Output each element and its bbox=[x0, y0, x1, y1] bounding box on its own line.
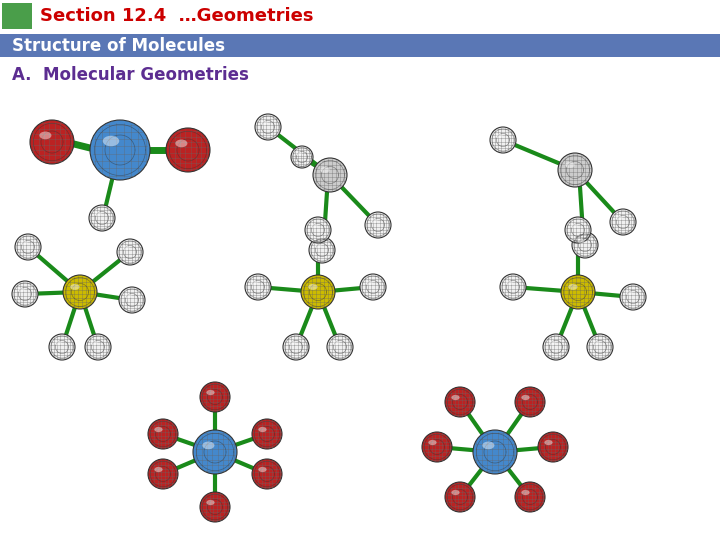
Ellipse shape bbox=[261, 121, 268, 125]
Circle shape bbox=[148, 419, 178, 449]
Circle shape bbox=[283, 334, 309, 360]
Circle shape bbox=[515, 387, 545, 417]
Circle shape bbox=[538, 432, 568, 462]
Ellipse shape bbox=[495, 134, 503, 138]
Ellipse shape bbox=[371, 219, 378, 224]
Ellipse shape bbox=[258, 467, 266, 472]
Ellipse shape bbox=[451, 490, 459, 495]
Ellipse shape bbox=[544, 440, 553, 445]
Circle shape bbox=[365, 212, 391, 238]
Ellipse shape bbox=[593, 341, 600, 346]
Circle shape bbox=[445, 387, 475, 417]
Ellipse shape bbox=[333, 341, 340, 346]
Ellipse shape bbox=[55, 341, 62, 346]
Ellipse shape bbox=[176, 139, 187, 147]
Circle shape bbox=[422, 432, 452, 462]
Circle shape bbox=[89, 205, 115, 231]
Circle shape bbox=[90, 120, 150, 180]
Text: Section 12.4  …Geometries: Section 12.4 …Geometries bbox=[40, 7, 313, 25]
Circle shape bbox=[558, 153, 592, 187]
Circle shape bbox=[360, 274, 386, 300]
Text: A.  Molecular Geometries: A. Molecular Geometries bbox=[12, 66, 249, 84]
Circle shape bbox=[245, 274, 271, 300]
Ellipse shape bbox=[251, 281, 258, 285]
Ellipse shape bbox=[521, 490, 530, 495]
Circle shape bbox=[148, 459, 178, 489]
Circle shape bbox=[119, 287, 145, 313]
Circle shape bbox=[587, 334, 613, 360]
Circle shape bbox=[255, 114, 281, 140]
Ellipse shape bbox=[616, 216, 623, 220]
Ellipse shape bbox=[91, 341, 98, 346]
Circle shape bbox=[63, 275, 97, 309]
Ellipse shape bbox=[202, 442, 215, 449]
Circle shape bbox=[610, 209, 636, 235]
Ellipse shape bbox=[21, 241, 27, 245]
Ellipse shape bbox=[315, 244, 322, 248]
Ellipse shape bbox=[366, 281, 373, 285]
Circle shape bbox=[252, 419, 282, 449]
Ellipse shape bbox=[17, 288, 24, 292]
Ellipse shape bbox=[296, 152, 302, 156]
Ellipse shape bbox=[94, 212, 102, 217]
Circle shape bbox=[309, 237, 335, 263]
Circle shape bbox=[301, 275, 335, 309]
Ellipse shape bbox=[565, 162, 575, 168]
Circle shape bbox=[327, 334, 353, 360]
Ellipse shape bbox=[428, 440, 436, 445]
Circle shape bbox=[200, 382, 230, 412]
Ellipse shape bbox=[308, 284, 318, 290]
Circle shape bbox=[620, 284, 646, 310]
Ellipse shape bbox=[125, 294, 132, 299]
Ellipse shape bbox=[549, 341, 556, 346]
Circle shape bbox=[572, 232, 598, 258]
Circle shape bbox=[117, 239, 143, 265]
Circle shape bbox=[515, 482, 545, 512]
Ellipse shape bbox=[71, 284, 80, 290]
Circle shape bbox=[565, 217, 591, 243]
Ellipse shape bbox=[521, 395, 530, 400]
Circle shape bbox=[30, 120, 74, 164]
Circle shape bbox=[85, 334, 111, 360]
Circle shape bbox=[473, 430, 517, 474]
Circle shape bbox=[291, 146, 313, 168]
Ellipse shape bbox=[568, 284, 577, 290]
Ellipse shape bbox=[103, 136, 120, 146]
Circle shape bbox=[500, 274, 526, 300]
Circle shape bbox=[200, 492, 230, 522]
Text: Structure of Molecules: Structure of Molecules bbox=[12, 37, 225, 55]
Circle shape bbox=[561, 275, 595, 309]
Circle shape bbox=[49, 334, 75, 360]
Ellipse shape bbox=[505, 281, 513, 285]
Ellipse shape bbox=[289, 341, 296, 346]
Ellipse shape bbox=[577, 239, 585, 244]
Bar bbox=[0, 0, 720, 32]
Circle shape bbox=[543, 334, 569, 360]
Ellipse shape bbox=[154, 467, 163, 472]
Ellipse shape bbox=[451, 395, 459, 400]
Circle shape bbox=[166, 128, 210, 172]
Ellipse shape bbox=[570, 224, 577, 228]
Ellipse shape bbox=[626, 291, 633, 295]
Circle shape bbox=[252, 459, 282, 489]
Circle shape bbox=[193, 430, 237, 474]
Circle shape bbox=[305, 217, 331, 243]
Circle shape bbox=[490, 127, 516, 153]
Ellipse shape bbox=[40, 132, 51, 139]
Ellipse shape bbox=[122, 246, 130, 251]
Circle shape bbox=[12, 281, 38, 307]
Bar bbox=[2, 3, 32, 29]
Circle shape bbox=[445, 482, 475, 512]
Circle shape bbox=[15, 234, 41, 260]
Bar bbox=[0, 34, 720, 57]
Ellipse shape bbox=[258, 427, 266, 432]
Ellipse shape bbox=[320, 167, 330, 173]
Ellipse shape bbox=[154, 427, 163, 432]
Ellipse shape bbox=[482, 442, 495, 449]
Ellipse shape bbox=[310, 224, 318, 228]
Ellipse shape bbox=[207, 390, 215, 395]
Ellipse shape bbox=[207, 500, 215, 505]
Circle shape bbox=[313, 158, 347, 192]
